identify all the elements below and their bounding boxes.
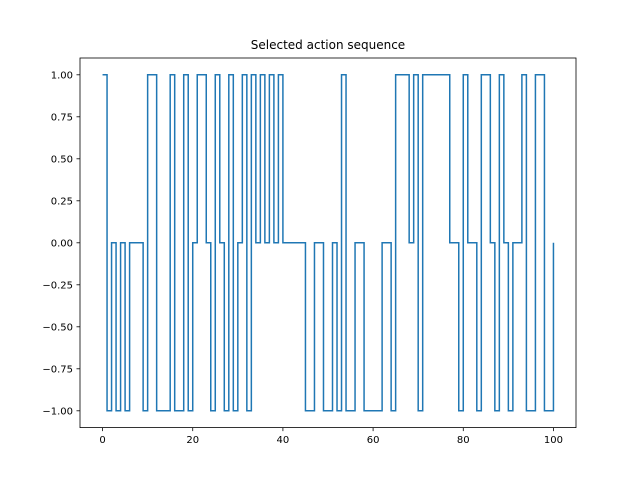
- x-tick-label: 60: [367, 435, 380, 446]
- y-tick-label: −0.75: [42, 364, 73, 375]
- chart-title: Selected action sequence: [251, 38, 405, 52]
- x-tick-label: 40: [277, 435, 290, 446]
- y-tick-label: 0.50: [51, 154, 73, 165]
- plot-area: [102, 74, 555, 412]
- plot-frame: [79, 57, 577, 429]
- y-tick-label: 1.00: [51, 70, 73, 81]
- y-axis: 1.00 0.75 0.50 0.25 0.00 −0.25 −0.50 −0.75 −1.00: [42, 70, 80, 417]
- x-tick-label: 80: [457, 435, 470, 446]
- x-tick-label: 100: [544, 435, 563, 446]
- y-tick-label: 0.25: [51, 196, 73, 207]
- y-tick-label: 0.00: [51, 238, 73, 249]
- y-tick-label: −1.00: [42, 406, 73, 417]
- y-tick-label: −0.50: [42, 322, 73, 333]
- x-axis: 0 20 40 60 80 100: [99, 427, 563, 446]
- x-tick-label: 20: [186, 435, 199, 446]
- series-line-0: [102, 74, 555, 412]
- y-tick-label: −0.25: [42, 280, 73, 291]
- x-tick-label: 0: [99, 435, 105, 446]
- y-tick-label: 0.75: [51, 112, 73, 123]
